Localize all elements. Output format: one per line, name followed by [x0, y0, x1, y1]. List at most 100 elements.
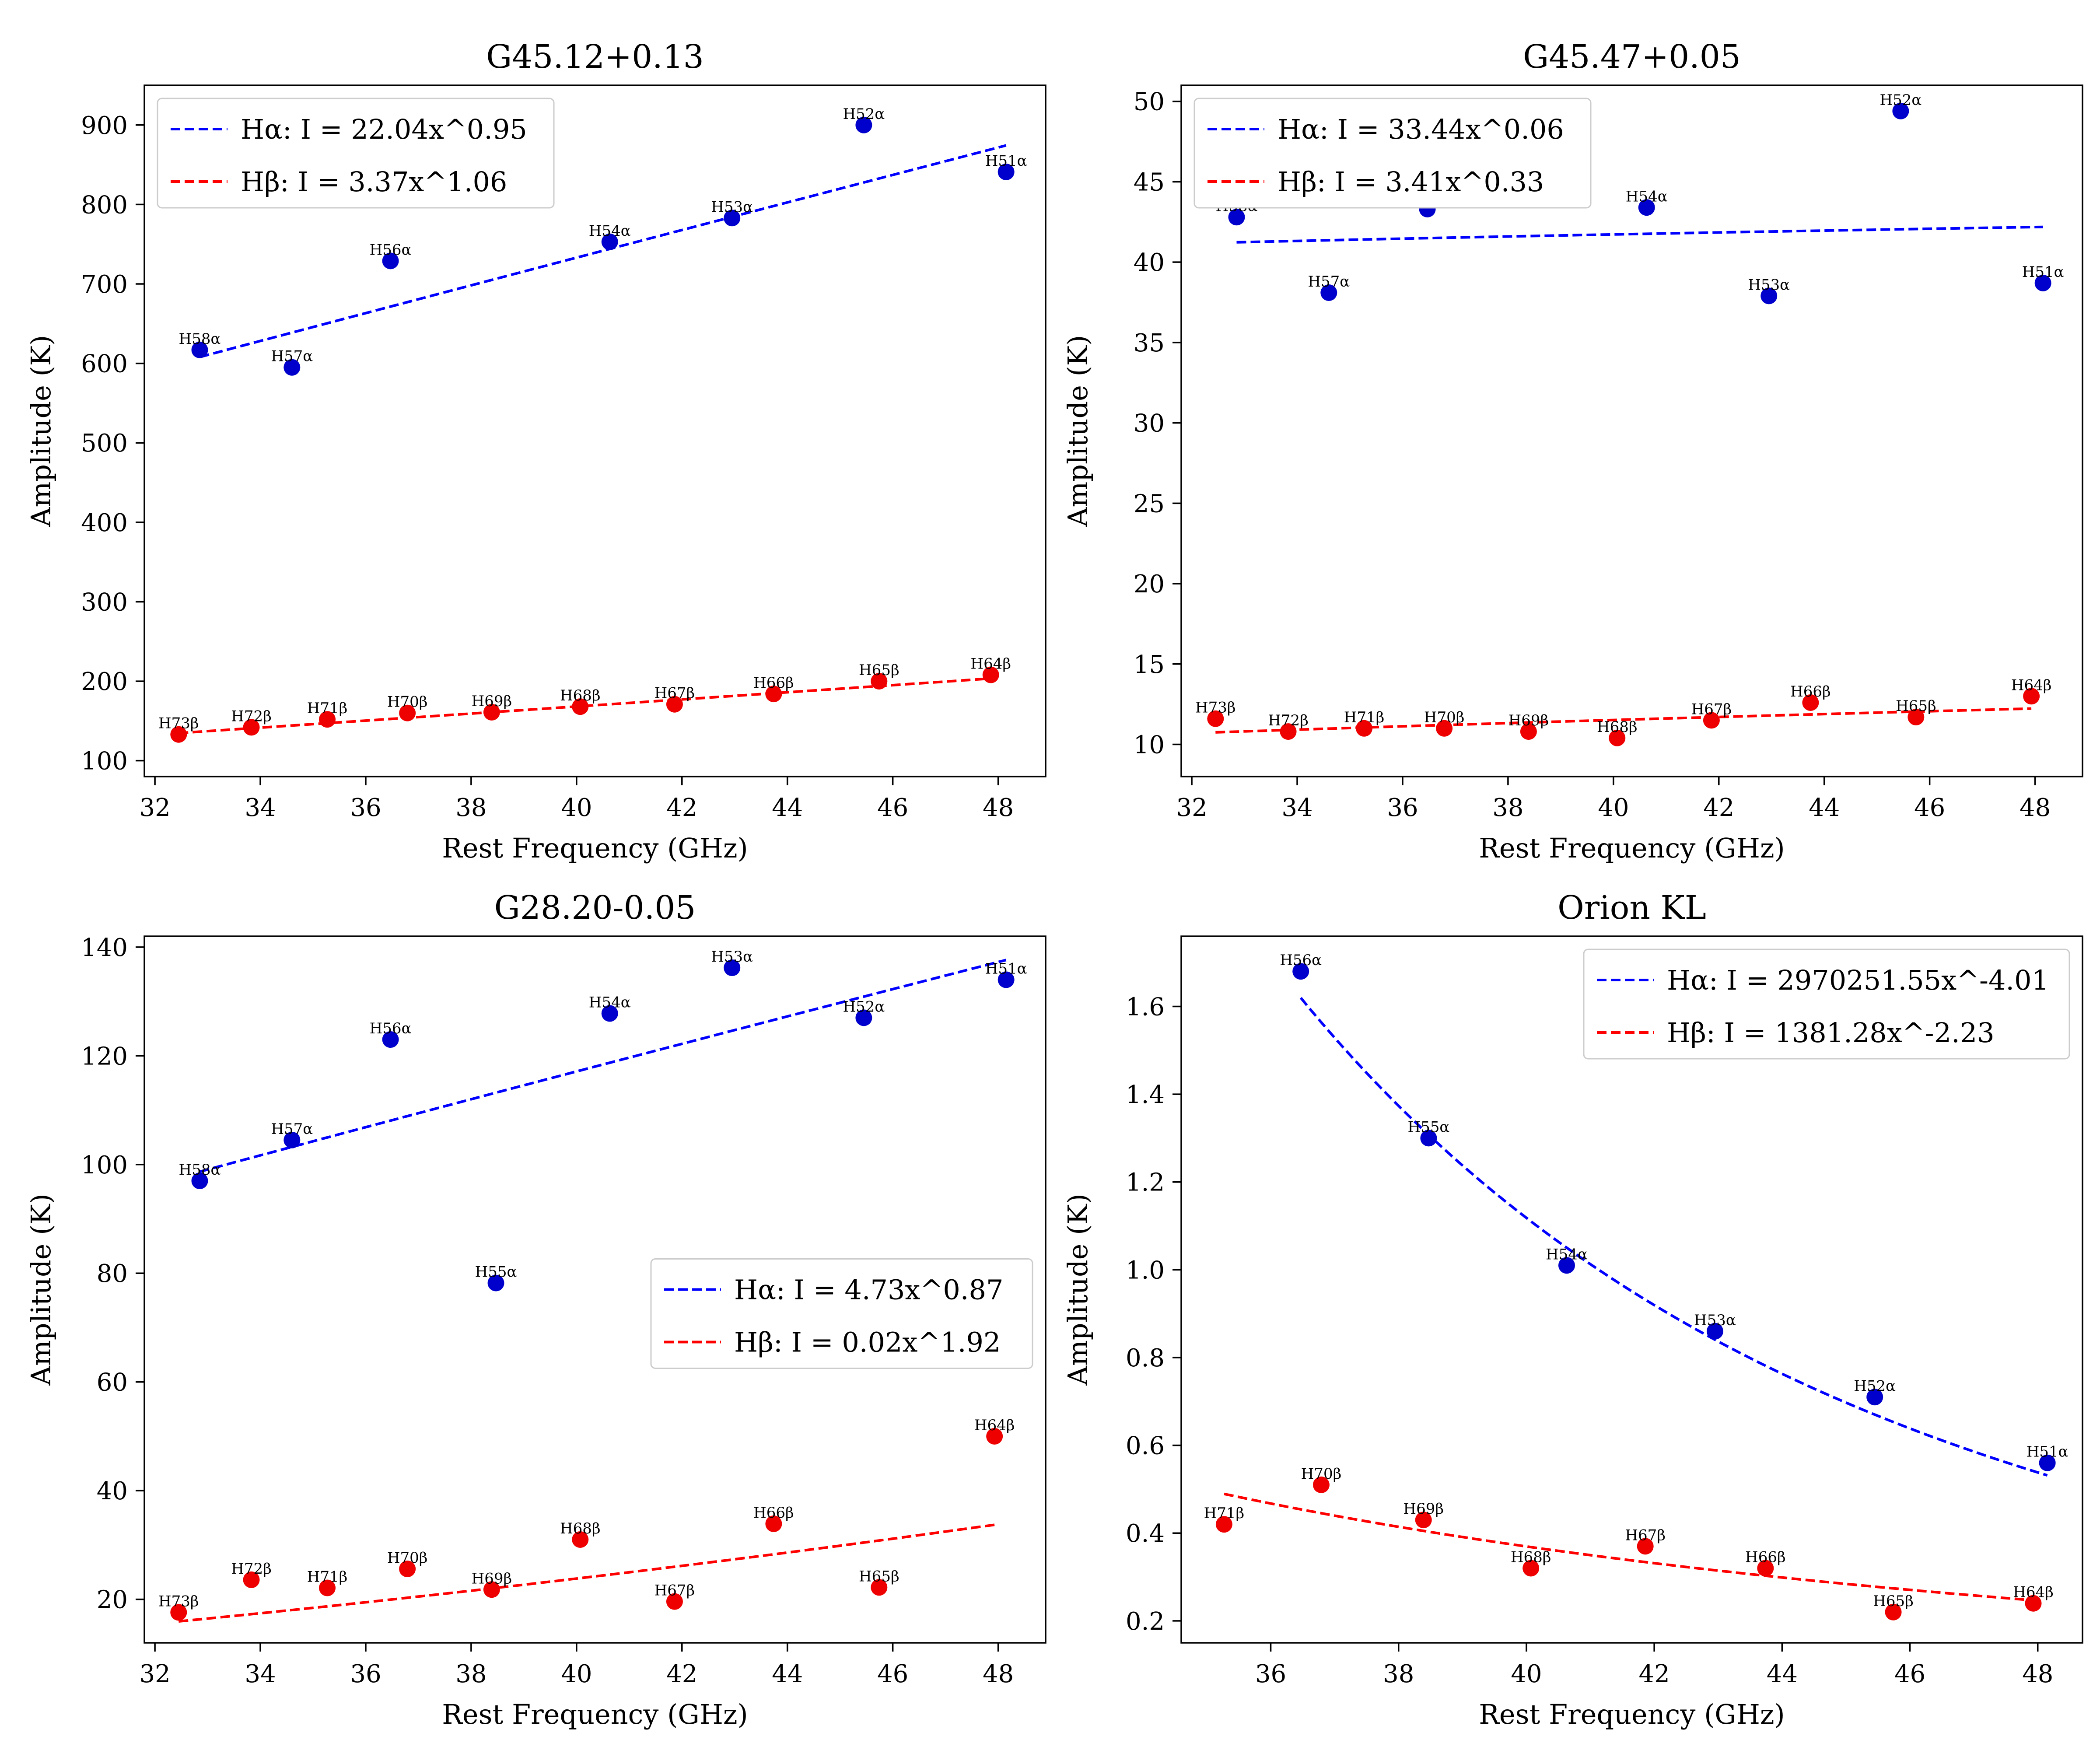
- point-label: H70β: [387, 1549, 428, 1567]
- point-label: H71β: [1204, 1505, 1245, 1522]
- axes-frame: [144, 935, 1046, 1644]
- point-label: H72β: [1268, 712, 1309, 729]
- y-tick-label: 20: [97, 1586, 128, 1614]
- y-tick-label: 100: [81, 1151, 128, 1180]
- beta-data-point: [1356, 720, 1373, 737]
- x-tick-label: 42: [1703, 794, 1734, 822]
- alpha-data-point: [724, 210, 741, 227]
- point-label: H55α: [1407, 1118, 1449, 1136]
- beta-data-point: [871, 673, 888, 690]
- y-tick-label: 10: [1134, 731, 1165, 760]
- beta-data-point: [1520, 723, 1537, 740]
- point-label: H53α: [711, 198, 753, 216]
- point-label: H65β: [859, 1568, 900, 1585]
- alpha-data-point: [601, 233, 618, 250]
- point-label: H73β: [158, 1592, 199, 1610]
- alpha-data-point: [284, 1131, 301, 1148]
- legend-entry-label: Hα: I = 22.04x^0.95: [241, 113, 527, 145]
- point-label: H54α: [1546, 1246, 1588, 1263]
- point-label: H67β: [654, 1582, 695, 1600]
- alpha-fit-line: [1236, 225, 2043, 244]
- legend-box: [1583, 948, 2070, 1060]
- point-label: H54α: [589, 222, 631, 240]
- point-label: H58α: [179, 1161, 221, 1179]
- x-axis-label: Rest Frequency (GHz): [1479, 1698, 1785, 1730]
- y-tick-label: 35: [1134, 329, 1165, 357]
- x-tick-label: 46: [877, 1660, 908, 1688]
- point-label: H67β: [1691, 700, 1732, 718]
- alpha-data-point: [1760, 287, 1778, 304]
- point-label: H53α: [1694, 1312, 1736, 1329]
- x-tick-label: 36: [350, 794, 381, 822]
- y-tick-label: 20: [1134, 570, 1165, 598]
- point-label: H57α: [271, 348, 313, 365]
- alpha-data-point: [1892, 102, 1909, 119]
- beta-data-point: [319, 1579, 336, 1596]
- beta-data-point: [765, 1515, 782, 1532]
- x-tick-label: 38: [455, 1660, 486, 1688]
- beta-data-point: [666, 696, 683, 713]
- x-tick-label: 32: [139, 1660, 170, 1688]
- point-label: H51α: [985, 152, 1027, 170]
- alpha-data-point: [191, 1172, 208, 1190]
- beta-data-point: [483, 704, 500, 721]
- x-axis-label: Rest Frequency (GHz): [1479, 832, 1785, 864]
- y-tick-label: 60: [97, 1368, 128, 1397]
- point-label: H52α: [1880, 91, 1922, 109]
- panel-title: G45.47+0.05: [1523, 38, 1741, 76]
- beta-data-point: [1609, 729, 1626, 746]
- point-label: H67β: [1625, 1526, 1666, 1544]
- point-label: H68β: [560, 1520, 601, 1537]
- point-label: H54α: [589, 994, 631, 1011]
- legend: Hα: I = 33.44x^0.06 Hβ: I = 3.41x^0.33: [1194, 98, 1592, 209]
- alpha-data-point: [601, 1005, 618, 1022]
- alpha-data-point: [382, 252, 399, 270]
- y-tick-label: 1.6: [1126, 993, 1165, 1021]
- legend-entry-label: Hβ: I = 3.41x^0.33: [1278, 166, 1544, 198]
- point-label: H70β: [1424, 709, 1465, 726]
- point-label: H57α: [271, 1120, 313, 1138]
- x-tick-label: 40: [1511, 1660, 1542, 1688]
- y-tick-label: 80: [97, 1260, 128, 1288]
- point-label: H68β: [560, 687, 601, 704]
- legend-box: [157, 98, 555, 209]
- y-tick-label: 50: [1134, 88, 1165, 116]
- x-tick-label: 34: [245, 1660, 276, 1688]
- y-tick-label: 0.4: [1126, 1519, 1165, 1548]
- x-tick-label: 42: [666, 794, 697, 822]
- point-label: H68β: [1511, 1548, 1551, 1566]
- y-tick-label: 0.8: [1126, 1344, 1165, 1372]
- point-label: H66β: [753, 1504, 794, 1522]
- y-tick-label: 0.2: [1126, 1607, 1165, 1636]
- beta-data-point: [572, 698, 589, 715]
- y-tick-label: 100: [81, 747, 128, 776]
- panel-title: G45.12+0.13: [486, 38, 704, 76]
- point-label: H53α: [711, 948, 753, 966]
- y-tick-label: 800: [81, 191, 128, 219]
- x-tick-label: 48: [983, 1660, 1014, 1688]
- beta-data-point: [1703, 712, 1720, 729]
- point-label: H54α: [1626, 188, 1668, 205]
- y-tick-label: 600: [81, 350, 128, 378]
- x-tick-label: 48: [983, 794, 1014, 822]
- point-label: H70β: [387, 693, 428, 711]
- x-tick-label: 42: [1639, 1660, 1670, 1688]
- x-tick-label: 44: [1767, 1660, 1798, 1688]
- y-tick-label: 1.4: [1126, 1081, 1165, 1109]
- beta-data-point: [243, 719, 260, 736]
- x-tick-label: 46: [1894, 1660, 1925, 1688]
- beta-data-point: [1522, 1560, 1540, 1577]
- alpha-data-point: [1320, 284, 1337, 301]
- point-label: H64β: [2013, 1584, 2054, 1601]
- alpha-data-point: [998, 163, 1015, 180]
- alpha-data-point: [191, 341, 208, 358]
- point-label: H65β: [1896, 697, 1936, 715]
- x-tick-label: 36: [350, 1660, 381, 1688]
- beta-data-point: [765, 686, 782, 703]
- point-label: H66β: [753, 674, 794, 692]
- x-tick-label: 46: [1914, 794, 1945, 822]
- beta-data-point: [1757, 1560, 1774, 1577]
- point-label: H51α: [985, 960, 1027, 977]
- beta-data-point: [1312, 1476, 1330, 1493]
